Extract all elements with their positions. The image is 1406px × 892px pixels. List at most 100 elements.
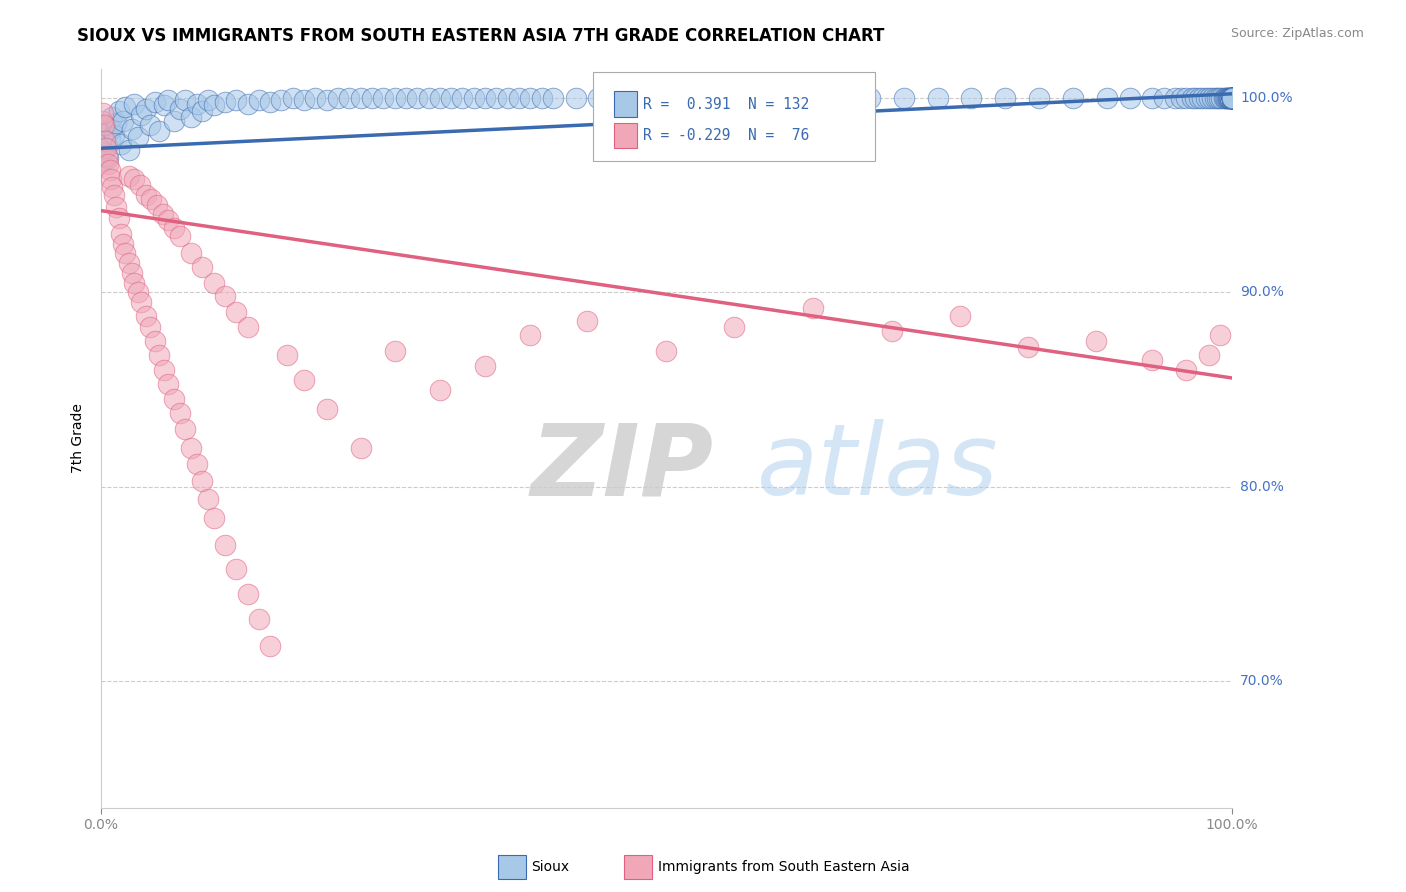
Point xyxy=(124,172,146,186)
Point xyxy=(139,320,162,334)
Point xyxy=(1220,91,1243,105)
Point xyxy=(1095,91,1118,105)
Point xyxy=(197,491,219,506)
Point xyxy=(586,91,609,105)
Point xyxy=(655,343,678,358)
FancyBboxPatch shape xyxy=(614,122,637,148)
Point xyxy=(1208,91,1230,105)
Point xyxy=(960,91,983,105)
Point xyxy=(1220,91,1243,105)
Point xyxy=(105,200,128,214)
Point xyxy=(723,91,745,105)
Point xyxy=(135,188,157,202)
Point xyxy=(100,172,122,186)
Point xyxy=(1017,340,1039,354)
Point xyxy=(1211,91,1233,105)
Point xyxy=(1220,91,1243,105)
Point xyxy=(564,91,586,105)
Text: 80.0%: 80.0% xyxy=(1240,480,1284,494)
Point xyxy=(723,320,745,334)
Point xyxy=(118,169,141,183)
Point xyxy=(949,309,972,323)
Point xyxy=(350,91,373,105)
Point xyxy=(135,309,157,323)
Point xyxy=(101,110,124,124)
Text: SIOUX VS IMMIGRANTS FROM SOUTH EASTERN ASIA 7TH GRADE CORRELATION CHART: SIOUX VS IMMIGRANTS FROM SOUTH EASTERN A… xyxy=(77,27,884,45)
Point xyxy=(191,474,214,488)
Point xyxy=(882,324,904,338)
Point xyxy=(1220,91,1243,105)
Point xyxy=(101,180,124,194)
Point xyxy=(98,131,121,145)
Point xyxy=(276,348,298,362)
Point xyxy=(315,93,337,107)
Point xyxy=(1218,91,1240,105)
FancyBboxPatch shape xyxy=(614,92,637,117)
Point xyxy=(96,126,118,140)
Point xyxy=(1175,91,1198,105)
Point xyxy=(94,134,117,148)
Point xyxy=(124,96,146,111)
Point xyxy=(474,91,496,105)
Point xyxy=(1198,348,1220,362)
Point xyxy=(927,91,949,105)
FancyBboxPatch shape xyxy=(592,72,876,161)
Point xyxy=(202,276,225,290)
Point xyxy=(689,91,711,105)
Point xyxy=(191,104,214,119)
Point xyxy=(163,392,186,407)
Point xyxy=(1219,91,1241,105)
Point xyxy=(121,121,143,136)
Point xyxy=(114,100,136,114)
Point xyxy=(1153,91,1175,105)
Point xyxy=(1206,91,1229,105)
Point xyxy=(135,103,157,117)
Point xyxy=(1028,91,1050,105)
Point xyxy=(1215,91,1237,105)
Point xyxy=(118,256,141,270)
Point xyxy=(1220,91,1243,105)
Point xyxy=(1191,91,1213,105)
Point xyxy=(474,359,496,374)
Point xyxy=(463,91,485,105)
Point xyxy=(112,114,135,128)
Point xyxy=(100,121,122,136)
Point xyxy=(110,137,132,152)
Point xyxy=(1220,91,1243,105)
Point xyxy=(110,227,132,241)
Point xyxy=(96,141,118,155)
Point xyxy=(259,95,281,109)
Point xyxy=(893,91,915,105)
Point xyxy=(93,120,115,134)
Point xyxy=(214,95,236,109)
Point xyxy=(146,198,169,212)
Point xyxy=(1220,91,1243,105)
Text: atlas: atlas xyxy=(756,419,998,516)
Point xyxy=(225,305,247,319)
Point xyxy=(429,91,451,105)
Point xyxy=(148,124,170,138)
Point xyxy=(1201,91,1223,105)
Point xyxy=(384,343,406,358)
Point xyxy=(236,320,259,334)
Point xyxy=(1142,353,1164,368)
Point xyxy=(174,421,197,435)
Point xyxy=(93,118,115,132)
Point xyxy=(530,91,553,105)
Y-axis label: 7th Grade: 7th Grade xyxy=(72,403,86,473)
Point xyxy=(225,93,247,107)
Point xyxy=(508,91,530,105)
Point xyxy=(91,106,114,120)
Point xyxy=(1220,91,1243,105)
Point xyxy=(124,276,146,290)
Point xyxy=(292,373,315,387)
Point xyxy=(824,91,846,105)
Point xyxy=(1209,328,1232,343)
Point xyxy=(292,93,315,107)
Point xyxy=(304,91,326,105)
Text: Immigrants from South Eastern Asia: Immigrants from South Eastern Asia xyxy=(658,860,910,874)
Point xyxy=(114,246,136,260)
Point xyxy=(180,246,202,260)
Point xyxy=(259,640,281,654)
Point xyxy=(141,192,163,206)
